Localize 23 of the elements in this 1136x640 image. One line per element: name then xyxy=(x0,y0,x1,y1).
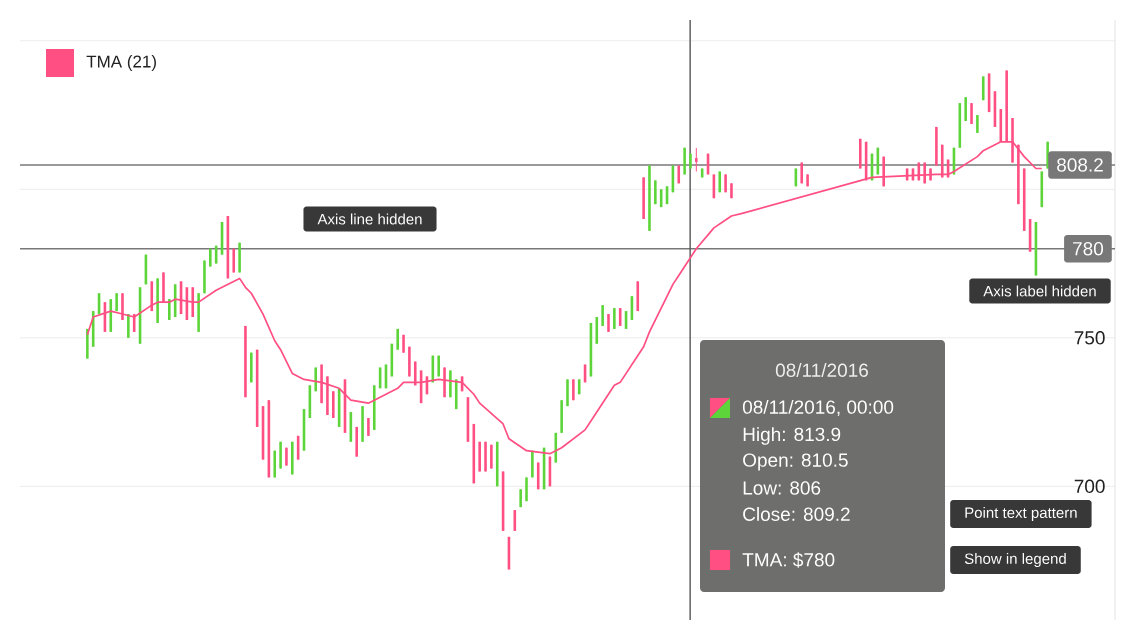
candlestick xyxy=(695,147,698,172)
y-tick-label: 700 xyxy=(1074,479,1105,494)
annotation: Axis label hidden xyxy=(983,285,1096,297)
annotation: 08/11/2016, 00:00 xyxy=(742,399,894,417)
annotation: 08/11/2016 xyxy=(775,363,868,377)
ref-line-label: 780 xyxy=(1073,241,1104,256)
candlestick xyxy=(970,102,973,125)
annotation: Close: 809.2 xyxy=(743,507,850,521)
candlestick xyxy=(964,96,967,122)
annotation: Low: 806 xyxy=(743,481,821,495)
candlestick xyxy=(127,313,130,339)
annotation: Point text pattern xyxy=(965,507,1077,521)
annotation: Show in legend xyxy=(964,553,1066,567)
y-tick-label: 750 xyxy=(1074,331,1105,345)
candlestick xyxy=(613,307,616,330)
candlestick xyxy=(513,509,517,532)
annotation: High: 813.9 xyxy=(743,427,841,445)
legend-label: TMA (21) xyxy=(86,55,156,71)
annotation: Open: 810.5 xyxy=(743,453,848,471)
annotation: TMA: $780 xyxy=(742,552,835,568)
candlestick xyxy=(601,304,604,327)
ref-line-label: 808.2 xyxy=(1057,158,1103,172)
annotation: Axis line hidden xyxy=(317,213,422,225)
